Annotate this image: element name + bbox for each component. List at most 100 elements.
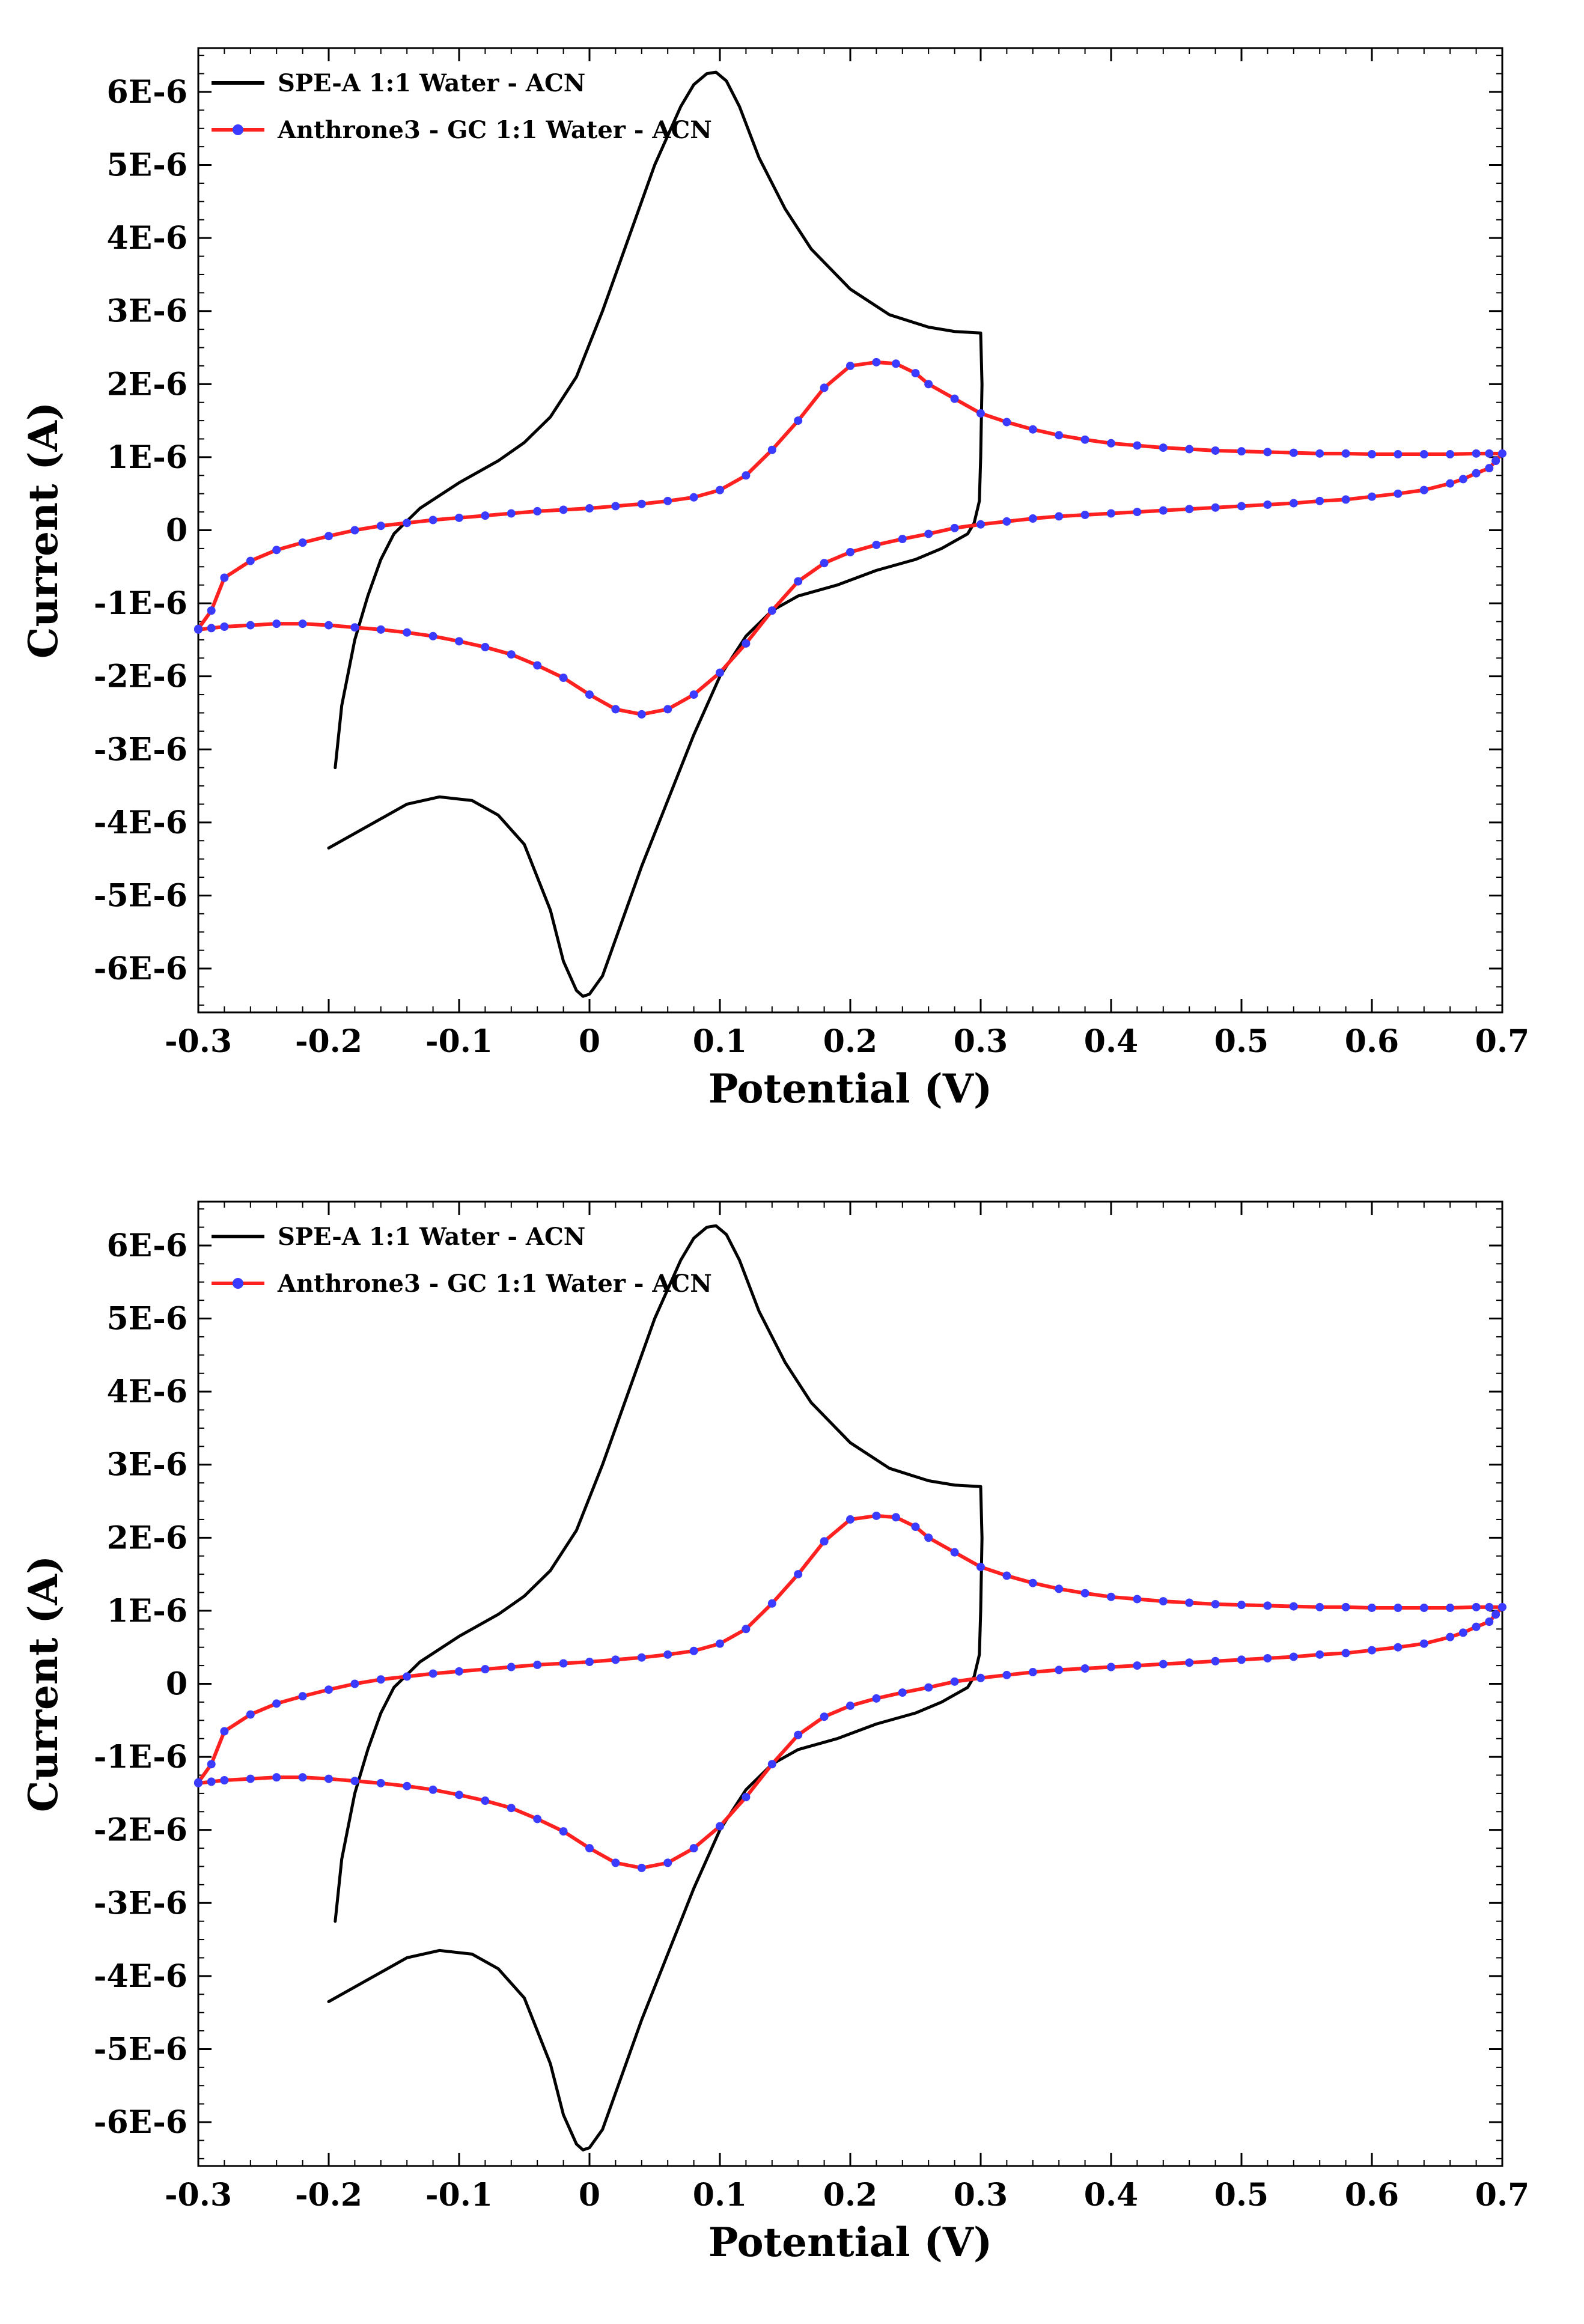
- data-point: [1080, 435, 1089, 444]
- data-point: [246, 621, 255, 630]
- data-point: [272, 546, 281, 555]
- data-point: [846, 361, 854, 370]
- data-point: [1133, 441, 1142, 450]
- x-tick-label: 0: [579, 1023, 600, 1060]
- data-point: [1289, 1602, 1298, 1611]
- legend-label-0: SPE-A 1:1 Water - ACN: [278, 1223, 585, 1251]
- y-axis-label: Current (A): [20, 402, 67, 659]
- data-point: [1289, 448, 1298, 457]
- data-point: [689, 690, 698, 699]
- data-point: [846, 1515, 854, 1524]
- x-tick-label: -0.3: [165, 2177, 232, 2213]
- data-point: [1159, 1659, 1168, 1668]
- data-point: [611, 502, 620, 511]
- data-point: [1133, 508, 1142, 517]
- series-line-1: [196, 1513, 1504, 1870]
- data-point: [1107, 1592, 1115, 1601]
- data-point: [767, 606, 776, 615]
- data-point: [1263, 500, 1272, 509]
- data-point: [1315, 449, 1324, 458]
- data-point: [1394, 450, 1403, 459]
- data-point: [1185, 1598, 1194, 1607]
- x-tick-label: -0.1: [425, 2177, 493, 2213]
- y-tick-label: -1E-6: [94, 585, 187, 622]
- data-point: [194, 625, 203, 634]
- data-point: [637, 499, 646, 508]
- data-point: [1368, 1604, 1376, 1613]
- data-point: [533, 1814, 542, 1824]
- x-tick-label: -0.3: [165, 1023, 232, 1060]
- data-point: [1472, 469, 1481, 478]
- data-point: [820, 383, 829, 392]
- data-point: [376, 1675, 385, 1684]
- data-point: [481, 1796, 490, 1805]
- data-point: [1055, 431, 1064, 440]
- legend-marker: [233, 124, 243, 135]
- x-axis-label: Potential (V): [708, 1065, 992, 1112]
- data-point: [1289, 1652, 1298, 1661]
- data-point: [1159, 443, 1168, 452]
- data-point: [1341, 1649, 1350, 1658]
- data-point: [1263, 448, 1272, 457]
- data-point: [559, 505, 568, 514]
- x-tick-label: 0.1: [693, 1023, 747, 1060]
- data-point: [1368, 450, 1376, 459]
- y-tick-label: 2E-6: [106, 366, 187, 403]
- data-point: [481, 643, 490, 652]
- x-tick-label: 0.3: [954, 1023, 1008, 1060]
- data-point: [481, 511, 490, 520]
- data-point: [794, 416, 803, 425]
- data-point: [716, 1822, 724, 1831]
- data-point: [742, 1625, 751, 1634]
- data-point: [820, 1537, 829, 1546]
- data-point: [898, 535, 907, 544]
- data-point: [298, 1692, 307, 1701]
- data-point: [742, 639, 751, 648]
- data-point: [911, 369, 920, 378]
- data-point: [976, 1673, 985, 1682]
- y-tick-label: 3E-6: [106, 1447, 187, 1483]
- y-tick-label: 6E-6: [106, 74, 187, 111]
- data-point: [1341, 495, 1350, 504]
- data-point: [924, 529, 933, 538]
- y-tick-label: -6E-6: [94, 951, 187, 987]
- data-point: [428, 516, 437, 525]
- data-point: [1394, 1604, 1403, 1613]
- data-point: [1028, 1578, 1037, 1587]
- data-point: [585, 504, 594, 513]
- legend-label-1: Anthrone3 - GC 1:1 Water - ACN: [277, 116, 712, 144]
- data-point: [350, 526, 359, 535]
- data-point: [846, 547, 854, 556]
- data-point: [891, 359, 900, 368]
- plot-frame: [197, 47, 1503, 1014]
- data-point: [950, 1548, 959, 1557]
- data-point: [1185, 445, 1194, 454]
- data-point: [1419, 1639, 1428, 1648]
- data-point: [1263, 1601, 1272, 1610]
- data-point: [637, 1863, 646, 1872]
- data-point: [767, 1760, 776, 1769]
- data-point: [1498, 449, 1506, 458]
- y-tick-label: -3E-6: [94, 731, 187, 768]
- data-point: [950, 523, 959, 532]
- data-point: [637, 1653, 646, 1662]
- y-tick-label: 4E-6: [106, 220, 187, 257]
- data-point: [1107, 509, 1115, 518]
- data-point: [1419, 450, 1428, 459]
- data-point: [533, 506, 542, 516]
- y-tick-label: 0: [166, 1666, 187, 1703]
- data-point: [1185, 505, 1194, 514]
- data-point: [716, 668, 724, 677]
- data-point: [207, 1777, 216, 1786]
- data-point: [794, 577, 803, 586]
- x-tick-label: 0.6: [1345, 1023, 1399, 1060]
- data-point: [794, 1570, 803, 1579]
- legend-label-0: SPE-A 1:1 Water - ACN: [278, 69, 585, 97]
- x-tick-label: -0.2: [295, 2177, 362, 2213]
- y-tick-label: 6E-6: [106, 1227, 187, 1264]
- data-point: [1028, 1668, 1037, 1677]
- data-point: [1446, 450, 1455, 459]
- data-point: [455, 513, 463, 522]
- data-point: [872, 1694, 881, 1703]
- data-point: [1211, 1599, 1220, 1608]
